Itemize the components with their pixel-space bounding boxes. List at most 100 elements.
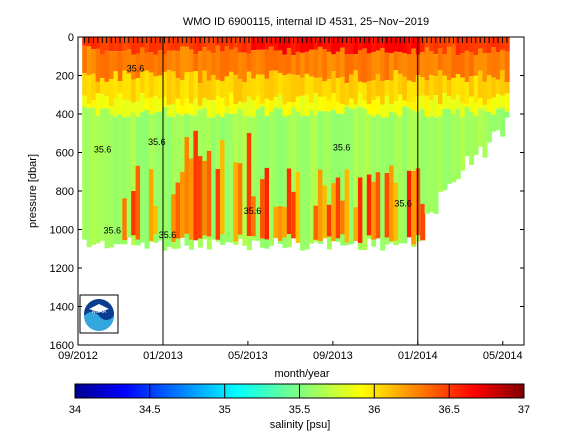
contour-label: 35.6 bbox=[244, 206, 262, 216]
salinity-cell bbox=[113, 51, 119, 72]
salinity-cell bbox=[402, 37, 408, 54]
salinity-cell bbox=[144, 110, 150, 249]
salinity-cell bbox=[144, 70, 150, 99]
salinity-cell bbox=[131, 112, 137, 246]
salinity-cell bbox=[157, 37, 163, 51]
salinity-cell bbox=[233, 104, 239, 114]
salinity-cell bbox=[353, 207, 359, 241]
salinity-cell bbox=[398, 73, 403, 95]
salinity-cell bbox=[371, 52, 377, 81]
salinity-cell bbox=[140, 71, 146, 94]
salinity-cell bbox=[331, 71, 337, 94]
salinity-cell bbox=[304, 51, 310, 74]
salinity-cell bbox=[202, 47, 208, 71]
salinity-cell bbox=[108, 51, 114, 79]
salinity-cell bbox=[402, 76, 408, 101]
salinity-cell bbox=[166, 116, 172, 247]
salinity-cell bbox=[398, 37, 403, 53]
salinity-cell bbox=[353, 54, 359, 71]
salinity-cell bbox=[282, 104, 288, 117]
salinity-cell bbox=[495, 108, 501, 131]
salinity-cell bbox=[117, 92, 123, 115]
salinity-cell bbox=[438, 104, 443, 116]
salinity-cell bbox=[393, 113, 399, 246]
salinity-cell bbox=[246, 53, 252, 72]
salinity-cell bbox=[491, 77, 497, 98]
x-tick-label: 01/2014 bbox=[398, 350, 438, 362]
salinity-cell bbox=[331, 93, 337, 110]
salinity-cell bbox=[175, 37, 181, 51]
salinity-cell bbox=[162, 106, 168, 251]
salinity-cell bbox=[202, 98, 208, 109]
salinity-cell bbox=[384, 80, 390, 96]
salinity-cell bbox=[473, 103, 479, 117]
salinity-cell bbox=[442, 54, 448, 76]
salinity-cell bbox=[398, 94, 403, 117]
salinity-cell bbox=[469, 52, 475, 77]
salinity-cell bbox=[469, 96, 475, 112]
salinity-cell bbox=[206, 100, 212, 118]
salinity-cell bbox=[464, 82, 470, 105]
salinity-cell bbox=[237, 52, 243, 80]
salinity-cell bbox=[340, 47, 346, 77]
salinity-cell bbox=[424, 117, 430, 214]
salinity-cell bbox=[295, 51, 301, 76]
salinity-cell bbox=[322, 37, 328, 50]
salinity-cell bbox=[95, 93, 101, 116]
salinity-cell bbox=[126, 49, 132, 74]
salinity-cell bbox=[100, 78, 105, 95]
salinity-cell bbox=[206, 150, 212, 237]
colorbar-tick-label: 35 bbox=[219, 404, 231, 416]
salinity-cell bbox=[344, 105, 350, 107]
salinity-cell bbox=[264, 167, 270, 240]
salinity-cell bbox=[197, 51, 203, 84]
salinity-cell bbox=[197, 37, 203, 52]
salinity-cell bbox=[273, 107, 279, 239]
y-tick-label: 1400 bbox=[50, 302, 74, 314]
salinity-cell bbox=[282, 207, 288, 238]
salinity-cell bbox=[264, 78, 270, 99]
salinity-cell bbox=[255, 49, 261, 75]
salinity-cell bbox=[197, 83, 203, 106]
salinity-cell bbox=[300, 95, 306, 117]
salinity-cell bbox=[286, 168, 292, 234]
salinity-cell bbox=[504, 51, 510, 83]
salinity-cell bbox=[486, 111, 492, 143]
salinity-cell bbox=[86, 46, 92, 76]
salinity-cell bbox=[131, 37, 137, 55]
salinity-cell bbox=[291, 74, 297, 103]
salinity-cell bbox=[433, 117, 439, 214]
salinity-cell bbox=[104, 108, 110, 249]
salinity-cell bbox=[326, 51, 332, 80]
salinity-cell bbox=[491, 47, 497, 78]
salinity-cell bbox=[82, 73, 88, 96]
salinity-cell bbox=[135, 165, 141, 240]
salinity-cell bbox=[193, 98, 199, 116]
salinity-cell bbox=[384, 173, 390, 238]
salinity-cell bbox=[273, 96, 279, 108]
salinity-cell bbox=[171, 50, 177, 72]
salinity-cell bbox=[264, 37, 270, 50]
salinity-cell bbox=[424, 47, 430, 81]
salinity-cell bbox=[446, 80, 452, 97]
salinity-cell bbox=[411, 102, 417, 111]
salinity-cell bbox=[148, 37, 154, 53]
colorbar-ticks: 34 34.5 35 35.5 36 36.5 37 bbox=[69, 384, 530, 416]
salinity-cell bbox=[504, 93, 510, 112]
salinity-cell bbox=[375, 50, 381, 75]
salinity-cell bbox=[500, 95, 506, 108]
salinity-cell bbox=[189, 72, 194, 104]
salinity-cell bbox=[478, 98, 483, 109]
salinity-cell bbox=[184, 98, 190, 114]
salinity-cell bbox=[255, 37, 261, 50]
x-tick-label: 01/2013 bbox=[143, 350, 183, 362]
salinity-cell bbox=[433, 54, 439, 77]
salinity-cell bbox=[442, 108, 448, 191]
salinity-cell bbox=[153, 37, 159, 55]
salinity-cell bbox=[340, 200, 346, 235]
salinity-cell bbox=[433, 37, 439, 55]
salinity-cell bbox=[402, 53, 408, 77]
salinity-cell bbox=[184, 72, 190, 99]
svg-text:NOAA: NOAA bbox=[92, 309, 107, 315]
salinity-cell bbox=[131, 191, 137, 236]
